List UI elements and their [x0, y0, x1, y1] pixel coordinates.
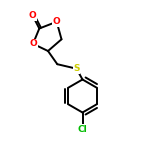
Text: O: O — [29, 39, 37, 48]
Text: O: O — [29, 11, 37, 20]
Text: Cl: Cl — [78, 125, 87, 134]
Text: S: S — [73, 64, 80, 73]
Text: O: O — [53, 17, 61, 26]
